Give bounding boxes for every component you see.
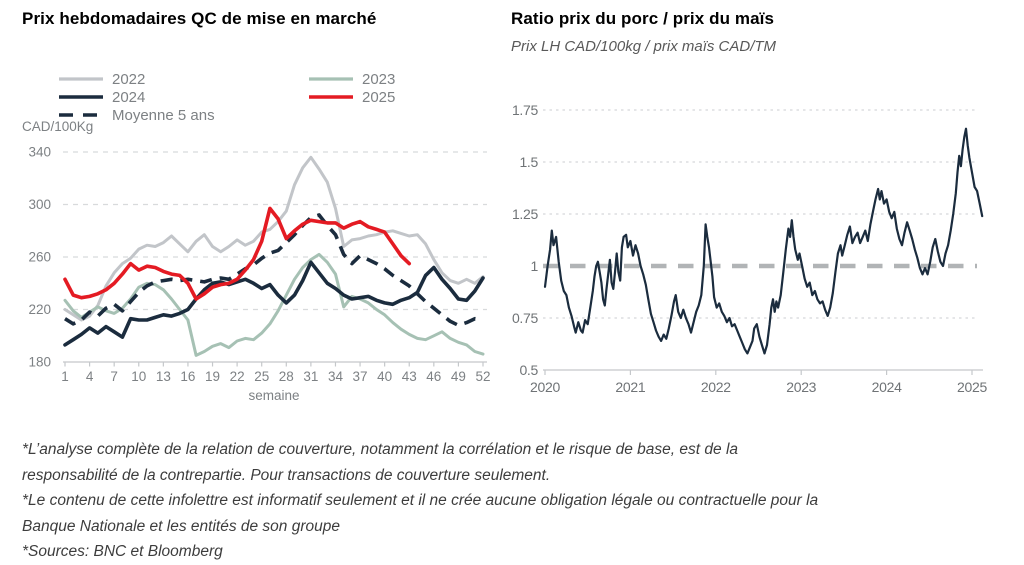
legend-item-2022: 2022	[58, 70, 215, 88]
footnote-line: *L’analyse complète de la relation de co…	[22, 441, 739, 458]
x-tick-label: 43	[402, 369, 417, 384]
series-line-2023	[63, 252, 485, 357]
footnote-line: Banque Nationale et les entités de son g…	[22, 517, 340, 535]
right-chart-title: Ratio prix du porc / prix du maïs	[511, 9, 775, 28]
left-chart-unit-label: CAD/100Kg	[22, 119, 94, 134]
left-chart-series	[63, 155, 485, 357]
x-tick-label: 13	[156, 369, 171, 384]
x-tick-label: 52	[475, 369, 490, 384]
left-chart-gridlines	[63, 151, 487, 311]
legend-item-2024: 2024	[58, 88, 215, 106]
right-chart-axis-labels: 0.5 0.75 1 1.25 1.5 1.75 2020 2021 2022 2023 2024 2…	[512, 102, 988, 395]
series-line-2024	[63, 260, 485, 347]
legend-item-2025: 2025	[308, 88, 395, 106]
y-tick-label: 1	[531, 258, 539, 274]
y-tick-label: 220	[28, 302, 51, 317]
legend-label: 2023	[362, 70, 396, 88]
x-tick-label: 2025	[957, 379, 987, 395]
x-tick-label: 46	[426, 369, 441, 384]
y-tick-label: 0.5	[519, 362, 538, 378]
x-tick-label: 37	[353, 369, 368, 384]
y-tick-label: 1.5	[519, 154, 538, 170]
left-chart-legend-column-2: 2023 2025	[308, 70, 395, 106]
x-tick-label: 2022	[701, 379, 731, 395]
right-chart-svg: 0.5 0.75 1 1.25 1.5 1.75 2020 2021 2022 2023 2024 2…	[512, 102, 988, 395]
legend-swatch-line	[59, 77, 103, 81]
legend-label: Moyenne 5 ans	[112, 106, 215, 124]
x-tick-label: 4	[86, 369, 94, 384]
x-tick-label: 34	[328, 369, 344, 384]
x-tick-label: 19	[205, 369, 220, 384]
x-tick-label: 31	[303, 369, 318, 384]
x-tick-label: 40	[377, 369, 392, 384]
left-chart-svg: 180 220 260 300 340 1 4 7 10 13 16 19 22 25 28 31 34 37 40…	[28, 145, 490, 403]
x-tick-label: 7	[110, 369, 118, 384]
x-tick-label: 16	[180, 369, 195, 384]
x-tick-label: 10	[131, 369, 146, 384]
footnote-line: responsabilité de la contrepartie. Pour …	[22, 466, 551, 484]
left-chart-legend-column-1: 2022 2024 Moyenne 5 ans	[58, 70, 215, 124]
ratio-series-line	[543, 127, 984, 355]
y-tick-label: 300	[28, 197, 51, 212]
legend-label: 2022	[112, 70, 146, 88]
legend-label: 2024	[112, 88, 146, 106]
y-tick-label: 1.25	[512, 206, 539, 222]
left-chart-axis-labels: 180 220 260 300 340 1 4 7 10 13 16 19 22 25 28 31 34 37 40…	[28, 145, 490, 403]
x-tick-label: 28	[279, 369, 294, 384]
series-line-moyenne-5-ans	[64, 213, 484, 328]
footnote-line: *Sources: BNC et Bloomberg	[22, 543, 223, 560]
y-tick-label: 0.75	[512, 310, 539, 326]
left-chart-x-axis	[63, 361, 487, 367]
right-chart-gridlines	[543, 109, 977, 319]
right-chart-x-axis	[543, 369, 983, 375]
right-chart-subtitle: Prix LH CAD/100kg / prix maïs CAD/TM	[511, 38, 777, 55]
footnotes: *L’analyse complète de la relation de co…	[22, 437, 922, 565]
x-axis-title: semaine	[248, 388, 299, 403]
y-tick-label: 180	[28, 355, 51, 370]
x-tick-label: 2020	[530, 379, 560, 395]
legend-swatch-line	[309, 95, 353, 99]
series-line-2025	[63, 206, 412, 301]
y-tick-label: 260	[28, 250, 51, 265]
footnote-line: *Le contenu de cette infolettre est info…	[22, 492, 819, 509]
legend-label: 2025	[362, 88, 396, 106]
x-tick-label: 22	[230, 369, 245, 384]
legend-swatch-line	[309, 77, 353, 81]
y-tick-label: 1.75	[512, 102, 539, 118]
series-line-2022	[63, 155, 485, 322]
x-tick-label: 2021	[615, 379, 645, 395]
x-tick-label: 2023	[786, 379, 816, 395]
x-tick-label: 2024	[872, 379, 902, 395]
x-tick-label: 49	[451, 369, 466, 384]
x-tick-label: 25	[254, 369, 269, 384]
x-tick-label: 1	[61, 369, 69, 384]
legend-item-moyenne-5-ans: Moyenne 5 ans	[58, 106, 215, 124]
legend-swatch-line	[59, 95, 103, 99]
left-chart-title: Prix hebdomadaires QC de mise en marché	[22, 9, 377, 28]
legend-swatch-line	[59, 113, 103, 117]
y-tick-label: 340	[28, 145, 51, 160]
legend-item-2023: 2023	[308, 70, 395, 88]
